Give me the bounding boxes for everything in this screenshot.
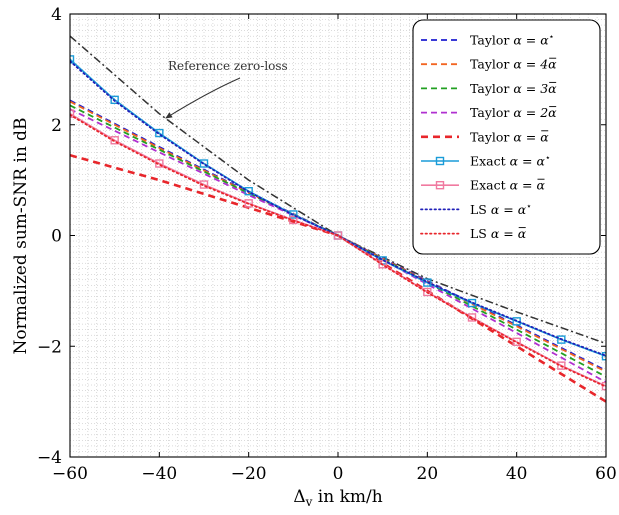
y-tick-label: −4 <box>37 448 62 468</box>
legend-item: Taylor α = 4α <box>421 57 557 72</box>
legend-item: Taylor α = 2α <box>421 105 557 120</box>
legend-label-alpha: α = α <box>510 154 546 169</box>
legend-label-alpha: α = α <box>510 178 546 193</box>
legend-label-alpha: α = 2α <box>513 105 557 120</box>
legend-label-method: LS <box>470 202 491 217</box>
series-marker <box>423 278 432 287</box>
legend-label-method: Taylor <box>470 33 513 48</box>
legend-marker <box>435 156 445 166</box>
series-marker <box>467 298 477 308</box>
legend-item: Taylor α = α <box>421 129 549 144</box>
legend-label: Taylor α = 3α <box>470 81 557 96</box>
x-tick-label: 20 <box>417 464 439 484</box>
legend-label: LS α = α <box>470 226 527 241</box>
y-tick-label: 0 <box>51 227 62 247</box>
series-marker <box>70 109 75 118</box>
annotation: Reference zero-loss <box>165 59 288 119</box>
legend-label-alpha: α = 3α <box>513 81 557 96</box>
series-8 <box>70 113 606 388</box>
legend-item: LS α = α⋆ <box>420 202 532 217</box>
y-tick-label: 2 <box>51 116 62 136</box>
series-marker <box>333 231 343 240</box>
series-lines <box>70 55 606 403</box>
x-axis-title-rest: in km/h <box>312 487 382 507</box>
series-marker <box>110 136 119 145</box>
y-tick-label: 4 <box>51 5 62 25</box>
y-tick-label: −2 <box>37 337 62 357</box>
series-1 <box>70 100 606 373</box>
series-marker <box>601 352 606 361</box>
series-line <box>70 113 606 388</box>
series-marker <box>423 287 432 297</box>
annotation-label: Reference zero-loss <box>168 59 288 73</box>
legend-label-sup: ⋆ <box>545 154 551 164</box>
legend-label-alpha: α = α <box>491 226 527 241</box>
series-marker <box>467 313 477 322</box>
x-axis-title: Δv in km/h <box>293 487 382 509</box>
annotation-arrow <box>165 77 241 119</box>
legend-item: Taylor α = 3α <box>421 81 557 96</box>
legend-label: LS α = α⋆ <box>470 202 532 217</box>
legend-label-method: Exact <box>470 154 510 169</box>
legend-label-alpha: α = α <box>513 33 549 48</box>
series-marker <box>378 260 387 269</box>
legend-label: Taylor α = 4α <box>470 57 557 72</box>
grid <box>69 13 607 458</box>
x-axis-title-main: Δ <box>293 487 305 507</box>
x-tick-label: −40 <box>141 464 177 484</box>
x-tick-label: −60 <box>52 464 88 484</box>
x-axis-title-sub: v <box>305 495 313 509</box>
series-marker <box>199 159 209 168</box>
legend-label-method: Taylor <box>470 129 513 144</box>
legend-item: Exact α = α⋆ <box>421 154 551 169</box>
legend-label: Exact α = α <box>470 178 545 193</box>
y-axis-title: Normalized sum-SNR in dB <box>11 117 31 354</box>
legend-item: LS α = α <box>420 226 527 241</box>
legend-label: Taylor α = α <box>470 129 549 144</box>
x-tick-label: 60 <box>595 464 617 484</box>
series-marker <box>155 128 164 138</box>
legend-label-alpha: α = α <box>513 129 549 144</box>
series-marker <box>601 381 606 391</box>
x-tick-label: 0 <box>333 464 344 484</box>
legend-label-sup: ⋆ <box>526 202 532 212</box>
series-marker <box>512 337 521 347</box>
legend-label-method: Taylor <box>470 105 513 120</box>
reference-zero-loss-line <box>70 35 606 345</box>
legend-item: Taylor α = α⋆ <box>421 33 554 48</box>
x-tick-label: −20 <box>231 464 267 484</box>
legend-label-alpha: α = 4α <box>513 57 557 72</box>
series-marker <box>557 361 566 370</box>
legend-box <box>412 19 601 255</box>
series-marker <box>244 199 253 208</box>
series-marker <box>289 210 298 219</box>
series-line <box>70 100 606 373</box>
legend-item: Exact α = α <box>421 178 545 193</box>
reference-line <box>70 35 606 345</box>
x-tick-label: 40 <box>506 464 528 484</box>
legend-label-alpha: α = α <box>491 202 527 217</box>
legend-label-sup: ⋆ <box>549 33 555 43</box>
legend-label: Exact α = α⋆ <box>470 154 551 169</box>
legend-label-method: Taylor <box>470 81 513 96</box>
series-marker <box>244 186 253 196</box>
series-marker <box>70 55 75 64</box>
series-marker <box>110 95 119 105</box>
legend-label: Taylor α = 2α <box>470 105 557 120</box>
legend-label-method: LS <box>470 226 491 241</box>
legend-label-method: Taylor <box>470 57 513 72</box>
legend-label: Taylor α = α⋆ <box>470 33 554 48</box>
legend-marker <box>435 180 445 190</box>
legend-label-method: Exact <box>470 178 510 193</box>
